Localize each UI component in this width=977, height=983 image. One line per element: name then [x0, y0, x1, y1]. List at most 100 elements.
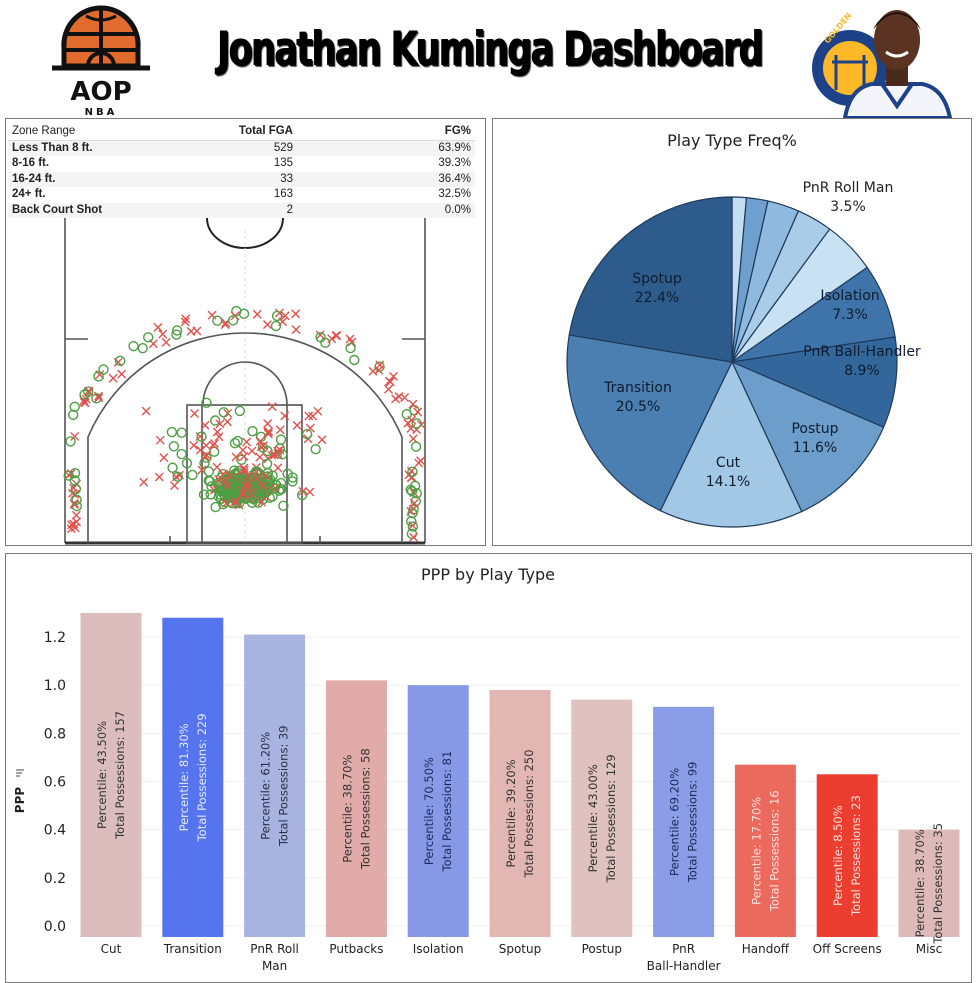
missed-shot-marker — [207, 310, 217, 320]
fg-pct-cell: 39.3% — [438, 157, 471, 170]
y-tick-label: 0.6 — [44, 775, 66, 791]
pie-slice[interactable] — [729, 336, 898, 429]
missed-shot-marker — [192, 326, 202, 336]
x-tick-label: Off Screens — [813, 942, 882, 956]
bar-percentile-label: Percentile: 39.20% — [504, 759, 518, 867]
made-shot-marker — [91, 393, 102, 404]
pie-slice-label: PnR Roll Man — [803, 180, 894, 196]
bar-possessions-label: Total Possessions: 250 — [522, 749, 536, 878]
missed-shot-marker — [189, 440, 199, 450]
bar[interactable] — [734, 764, 796, 937]
missed-shot-marker — [84, 386, 94, 396]
made-shot-marker — [273, 485, 285, 496]
bar-possessions-label: Total Possessions: 229 — [195, 713, 209, 842]
table-row: Less Than 8 ft. 529 63.9% — [8, 140, 475, 156]
missed-shot-marker — [263, 419, 273, 429]
bar[interactable] — [325, 680, 387, 937]
shot-chart-court — [63, 218, 426, 545]
missed-shot-marker — [239, 451, 249, 461]
pie-slice-label: Cut — [716, 455, 741, 471]
missed-shot-marker — [273, 463, 283, 473]
pie-slice-label: Postup — [791, 421, 838, 437]
bar-possessions-label: Total Possessions: 23 — [849, 795, 863, 917]
missed-shot-marker — [222, 417, 232, 427]
made-shot-marker — [69, 467, 81, 479]
page-title: Jonathan Kuminga Dashboard — [217, 22, 764, 77]
zone-cell: Less Than 8 ft. — [12, 141, 93, 154]
bar[interactable] — [489, 689, 551, 937]
missed-shot-marker — [262, 320, 272, 330]
missed-shot-marker — [384, 384, 393, 394]
missed-shot-marker — [214, 474, 224, 484]
made-shot-marker — [345, 342, 356, 354]
missed-shot-marker — [70, 500, 80, 510]
missed-shot-marker — [252, 309, 262, 319]
zone-cell: Back Court Shot — [12, 203, 103, 216]
made-shot-marker — [246, 493, 257, 504]
made-shot-marker — [212, 315, 223, 326]
pie-slice[interactable] — [659, 360, 803, 528]
made-shot-marker — [261, 458, 273, 470]
y-tick-label: 1.0 — [44, 678, 66, 694]
bar[interactable] — [162, 617, 224, 937]
made-shot-marker — [201, 452, 212, 463]
bar[interactable] — [571, 699, 633, 937]
pie-slice[interactable] — [566, 334, 733, 512]
missed-shot-marker — [275, 425, 285, 435]
bar[interactable] — [244, 634, 306, 937]
made-shot-marker — [181, 458, 193, 469]
pie-slice-value: 7.3% — [832, 307, 868, 323]
missed-shot-marker — [200, 451, 210, 461]
table-row: Back Court Shot 2 0.0% — [8, 202, 475, 218]
missed-shot-marker — [409, 532, 419, 542]
x-tick-label: Man — [262, 959, 287, 973]
made-shot-marker — [227, 477, 239, 488]
bar[interactable] — [816, 774, 878, 937]
missed-shot-marker — [214, 432, 224, 442]
fga-cell: 33 — [280, 172, 293, 185]
pie-slice[interactable] — [730, 360, 885, 513]
x-tick-label: Misc — [916, 942, 943, 956]
bar[interactable] — [898, 829, 960, 937]
made-shot-marker — [168, 441, 180, 452]
zone-cell: 16-24 ft. — [12, 172, 56, 185]
x-tick-label: Putbacks — [329, 942, 383, 956]
bar[interactable] — [653, 706, 715, 937]
bar-possessions-label: Total Possessions: 81 — [440, 751, 454, 873]
made-shot-marker — [143, 332, 154, 343]
made-shot-marker — [315, 332, 326, 343]
missed-shot-marker — [153, 322, 163, 332]
ppp-bar-chart: PPP by Play Type PPP 0.0 0.2 0.4 0.6 0.8 1.0 1… — [13, 565, 960, 973]
missed-shot-marker — [413, 407, 423, 417]
column-header-fg-pct: FG% — [297, 124, 475, 141]
filter-icon[interactable] — [16, 769, 24, 777]
made-shot-marker — [236, 454, 247, 465]
missed-shot-marker — [201, 440, 211, 450]
made-shot-marker — [349, 354, 360, 366]
y-tick-label: 1.2 — [44, 630, 66, 646]
made-shot-marker — [171, 325, 183, 336]
bar-percentile-label: Percentile: 38.70% — [340, 755, 354, 863]
made-shot-marker — [209, 415, 221, 426]
missed-shot-marker — [200, 420, 210, 430]
missed-shot-marker — [243, 471, 253, 481]
made-shot-marker — [406, 486, 418, 497]
missed-shot-marker — [190, 408, 200, 418]
made-shot-marker — [206, 481, 217, 492]
bar-possessions-label: Total Possessions: 39 — [277, 725, 291, 847]
bar-percentile-label: Percentile: 43.50% — [95, 721, 109, 829]
bar-percentile-label: Percentile: 61.20% — [259, 732, 273, 840]
missed-shot-marker — [202, 450, 212, 460]
pie-slice-label: Spotup — [632, 271, 682, 287]
missed-shot-marker — [315, 330, 325, 340]
court-lines — [64, 218, 426, 545]
missed-shot-marker — [407, 415, 417, 425]
bar[interactable] — [80, 612, 142, 937]
missed-shot-marker — [400, 393, 410, 403]
missed-shot-marker — [305, 423, 315, 433]
x-tick-label: PnR — [672, 942, 695, 956]
bar[interactable] — [407, 685, 469, 937]
pie-slice[interactable] — [568, 196, 733, 363]
missed-shot-marker — [79, 397, 89, 407]
made-shot-marker — [67, 409, 79, 421]
